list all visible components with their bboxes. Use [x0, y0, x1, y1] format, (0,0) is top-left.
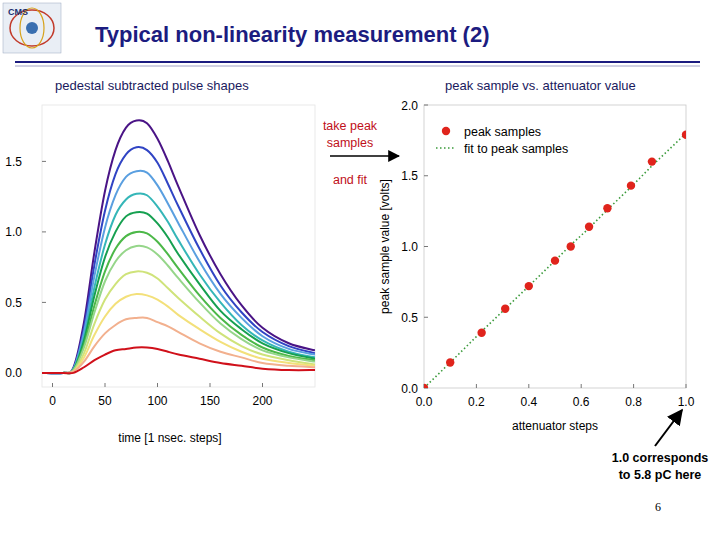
x-tick: [157, 383, 158, 387]
x-axis-title: attenuator steps: [512, 419, 598, 433]
x-tick-label: 150: [200, 394, 220, 408]
chart-title: pedestal subtracted pulse shapes: [55, 78, 249, 93]
legend: peak samples fit to peak samples: [436, 125, 568, 156]
data-point: [424, 384, 428, 388]
title-rule: [15, 66, 700, 67]
data-point: [603, 204, 611, 212]
annotation: samples: [327, 136, 374, 150]
series-line: [42, 193, 315, 373]
y-tick-label: 2.0: [401, 99, 418, 113]
y-tick-label: 0.5: [5, 296, 22, 310]
logo: CMS: [3, 3, 61, 53]
chart: peak sample vs. attenuator value 0.0 0.5 1.…: [323, 78, 708, 482]
x-tick: [262, 383, 263, 387]
annotation-arrow: [330, 155, 399, 157]
y-tick-label: 1.0: [401, 240, 418, 254]
y-tick-label: 1.5: [5, 155, 22, 169]
x-tick: [528, 384, 529, 388]
x-tick-label: 0.8: [625, 395, 642, 409]
y-tick: [42, 161, 46, 162]
x-tick: [210, 383, 211, 387]
y-tick: [424, 105, 428, 106]
series-line: [42, 318, 315, 373]
x-tick: [686, 384, 687, 388]
data-point: [627, 181, 635, 189]
slide-title: Typical non-linearity measurement (2): [95, 22, 489, 47]
data-point: [501, 305, 509, 313]
legend-swatch: [436, 147, 456, 149]
x-axis-title: time [1 nsec. steps]: [118, 431, 221, 445]
plot-area: [424, 131, 686, 388]
page-number: 6: [655, 500, 661, 514]
series-line: [42, 271, 315, 373]
series-line: [42, 246, 315, 373]
data-point: [525, 282, 533, 290]
annotation: and fit: [333, 173, 368, 187]
y-axis-title: peak sample value [volts]: [378, 179, 392, 314]
annotation: take peak: [323, 119, 378, 133]
y-tick-label: 1.0: [5, 225, 22, 239]
y-tick-label: 0.5: [401, 311, 418, 325]
annotation-arrow: [655, 410, 682, 446]
legend-swatch: [442, 127, 450, 135]
x-tick-label: 100: [147, 394, 167, 408]
slide: CMS Typical non-linearity measurement (2)…: [0, 0, 720, 540]
chart: pedestal subtracted pulse shapes 0.0 0.5 1.…: [5, 78, 315, 445]
x-tick: [105, 383, 106, 387]
annotation: 1.0 corresponds: [612, 451, 709, 465]
data-point: [648, 157, 656, 165]
x-tick: [633, 384, 634, 388]
x-tick: [52, 383, 53, 387]
y-tick: [424, 175, 428, 176]
data-point: [477, 329, 485, 337]
x-tick: [581, 384, 582, 388]
plot-frame: [42, 105, 315, 387]
data-point: [585, 222, 593, 230]
data-point: [446, 358, 454, 366]
series-line: [42, 171, 315, 373]
series-line: [42, 294, 315, 373]
series-line: [42, 147, 315, 373]
plot-frame: [424, 105, 686, 388]
y-tick-label: 0.0: [401, 382, 418, 396]
y-tick: [42, 231, 46, 232]
x-tick-label: 200: [252, 394, 272, 408]
y-tick: [424, 317, 428, 318]
data-point: [567, 242, 575, 250]
annotation: to 5.8 pC here: [619, 468, 702, 482]
y-tick: [42, 302, 46, 303]
logo-core: [26, 22, 38, 34]
y-tick-label: 0.0: [5, 366, 22, 380]
plot-area: [42, 120, 315, 373]
x-tick-label: 0.6: [573, 395, 590, 409]
x-tick-label: 0: [49, 394, 56, 408]
legend-label: peak samples: [464, 125, 541, 139]
title-rule: [15, 61, 700, 63]
y-tick: [424, 246, 428, 247]
x-tick-label: 50: [98, 394, 112, 408]
x-tick: [476, 384, 477, 388]
series-line: [42, 232, 315, 373]
legend-label: fit to peak samples: [464, 142, 568, 156]
x-tick-label: 1.0: [678, 395, 695, 409]
logo-bg: [3, 3, 61, 53]
x-tick-label: 0.0: [416, 395, 433, 409]
logo-text: CMS: [8, 7, 28, 17]
series-line: [42, 212, 315, 373]
x-tick-label: 0.2: [468, 395, 485, 409]
series-line: [42, 120, 315, 373]
y-tick-label: 1.5: [401, 169, 418, 183]
series-line: [42, 347, 315, 373]
x-tick-label: 0.4: [520, 395, 537, 409]
data-point: [682, 131, 686, 139]
series-line: [424, 133, 686, 388]
chart-title: peak sample vs. attenuator value: [445, 78, 636, 93]
data-point: [551, 256, 559, 264]
